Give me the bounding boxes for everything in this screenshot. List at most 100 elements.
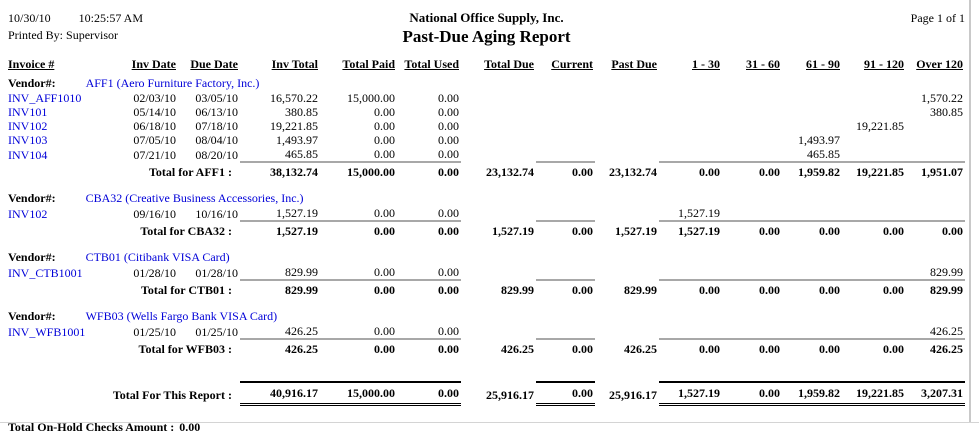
vendor-cell: Vendor#: AFF1 (Aero Furniture Factory, In… [8, 75, 965, 91]
vendor-total-b61_90: 0.00 [782, 280, 842, 300]
vendor-number-label: Vendor#: [8, 191, 56, 205]
vendor-row: Vendor#: CTB01 (Citibank VISA Card) [8, 249, 965, 265]
cell-b31_60 [722, 147, 782, 162]
cell-total_due [461, 147, 536, 162]
vendor-total-past_due: 23,132.74 [595, 162, 659, 182]
vendor-number-label: Vendor#: [8, 76, 56, 90]
col-header-invoice: Invoice # [8, 57, 126, 75]
vendor-total-b31_60: 0.00 [722, 162, 782, 182]
col-header-1-30: 1 - 30 [659, 57, 722, 75]
vendor-name-link[interactable]: CTB01 (Citibank VISA Card) [86, 250, 230, 264]
cell-current [536, 147, 595, 162]
col-header-past-due: Past Due [595, 57, 659, 75]
cell-over_120 [906, 147, 965, 162]
vendor-name-link[interactable]: CBA32 (Creative Business Accessories, In… [86, 191, 304, 205]
cell-total_paid: 0.00 [320, 147, 397, 162]
vendor-total-total_paid: 0.00 [320, 339, 397, 359]
vendor-total-current: 0.00 [536, 280, 595, 300]
vendor-total-total_used: 0.00 [397, 162, 461, 182]
report-total-b1_30: 1,527.19 [659, 382, 722, 405]
printed-by-value: Supervisor [66, 28, 118, 42]
vendor-total-total_used: 0.00 [397, 280, 461, 300]
vendor-total-total_due: 829.99 [461, 280, 536, 300]
cell-current [536, 265, 595, 280]
vendor-total-total_due: 23,132.74 [461, 162, 536, 182]
vendor-total-label: Total for AFF1 : [8, 162, 240, 182]
cell-inv_total: 16,570.22 [240, 91, 320, 105]
vendor-total-over_120: 829.99 [906, 280, 965, 300]
invoice-link[interactable]: INV102 [8, 119, 126, 133]
cell-total_due [461, 119, 536, 133]
col-header-61-90: 61 - 90 [782, 57, 842, 75]
col-header-current: Current [536, 57, 595, 75]
vendor-name-link[interactable]: WFB03 (Wells Fargo Bank VISA Card) [86, 309, 278, 323]
report-total-total_used: 0.00 [397, 382, 461, 405]
vendor-total-inv_total: 829.99 [240, 280, 320, 300]
vendor-row: Vendor#: AFF1 (Aero Furniture Factory, In… [8, 75, 965, 91]
vendor-total-label: Total for CTB01 : [8, 280, 240, 300]
spacer-cell [8, 367, 965, 382]
cell-over_120: 829.99 [906, 265, 965, 280]
invoice-link[interactable]: INV102 [8, 206, 126, 221]
vendor-total-b61_90: 0.00 [782, 339, 842, 359]
vendor-total-current: 0.00 [536, 339, 595, 359]
on-hold-row: Total On-Hold Checks Amount :0.00 [8, 405, 965, 435]
cell-total_used: 0.00 [397, 324, 461, 339]
col-header-over-120: Over 120 [906, 57, 965, 75]
cell-inv_total: 1,527.19 [240, 206, 320, 221]
cell-over_120 [906, 133, 965, 147]
vendor-total-b1_30: 0.00 [659, 162, 722, 182]
cell-b61_90 [782, 91, 842, 105]
cell-b1_30: 1,527.19 [659, 206, 722, 221]
invoice-link[interactable]: INV_WFB1001 [8, 324, 126, 339]
vendor-total-b1_30: 0.00 [659, 280, 722, 300]
vendor-total-total_paid: 0.00 [320, 280, 397, 300]
cell-inv_total: 380.85 [240, 105, 320, 119]
spacer-row [8, 367, 965, 382]
spacer-cell [8, 300, 965, 308]
invoice-link[interactable]: INV103 [8, 133, 126, 147]
spacer-row [8, 300, 965, 308]
cell-total_due [461, 91, 536, 105]
vendor-total-current: 0.00 [536, 221, 595, 241]
invoice-link[interactable]: INV101 [8, 105, 126, 119]
vendor-total-total_used: 0.00 [397, 339, 461, 359]
cell-b61_90: 465.85 [782, 147, 842, 162]
report-total-b61_90: 1,959.82 [782, 382, 842, 405]
spacer-cell [8, 241, 965, 249]
cell-inv_date: 01/25/10 [126, 324, 178, 339]
vendor-total-label: Total for WFB03 : [8, 339, 240, 359]
cell-over_120: 380.85 [906, 105, 965, 119]
cell-total_paid: 0.00 [320, 324, 397, 339]
vendor-total-over_120: 426.25 [906, 339, 965, 359]
cell-total_paid: 0.00 [320, 265, 397, 280]
col-header-total-used: Total Used [397, 57, 461, 75]
cell-inv_date: 05/14/10 [126, 105, 178, 119]
vendor-total-b91_120: 19,221.85 [842, 162, 906, 182]
col-header-31-60: 31 - 60 [722, 57, 782, 75]
col-header-91-120: 91 - 120 [842, 57, 906, 75]
cell-total_due [461, 206, 536, 221]
cell-total_used: 0.00 [397, 265, 461, 280]
invoice-link[interactable]: INV_CTB1001 [8, 265, 126, 280]
cell-due_date: 01/28/10 [178, 265, 240, 280]
cell-past_due [595, 147, 659, 162]
cell-inv_date: 02/03/10 [126, 91, 178, 105]
vendor-total-total_used: 0.00 [397, 221, 461, 241]
vendor-name-link[interactable]: AFF1 (Aero Furniture Factory, Inc.) [86, 76, 260, 90]
on-hold-cell: Total On-Hold Checks Amount :0.00 [8, 405, 965, 435]
cell-due_date: 06/13/10 [178, 105, 240, 119]
invoice-link[interactable]: INV104 [8, 147, 126, 162]
cell-b31_60 [722, 119, 782, 133]
print-time: 10:25:57 AM [79, 11, 143, 25]
cell-b61_90 [782, 265, 842, 280]
cell-b91_120: 19,221.85 [842, 119, 906, 133]
invoice-link[interactable]: INV_AFF1010 [8, 91, 126, 105]
cell-inv_date: 07/21/10 [126, 147, 178, 162]
vendor-number-label: Vendor#: [8, 250, 56, 264]
